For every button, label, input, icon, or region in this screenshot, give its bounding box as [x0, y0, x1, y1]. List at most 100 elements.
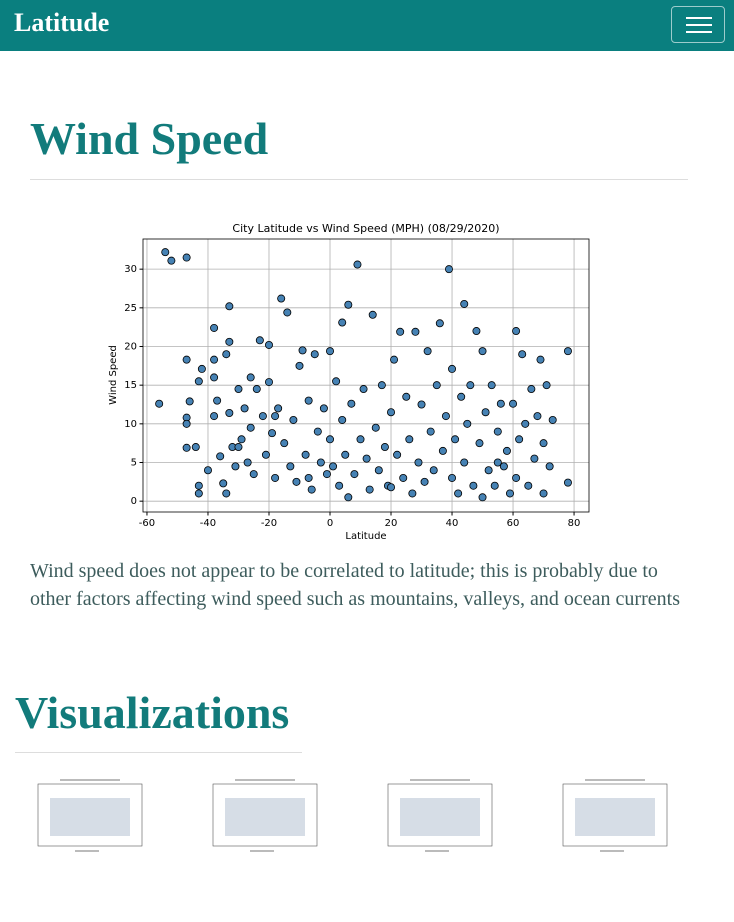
point: [283, 308, 292, 317]
point: [475, 439, 484, 448]
point: [509, 399, 518, 408]
point: [286, 462, 295, 471]
point: [295, 361, 304, 370]
point: [255, 336, 264, 345]
point: [231, 462, 240, 471]
point: [435, 319, 444, 328]
point: [390, 355, 399, 364]
x-axis-label: Latitude: [345, 531, 386, 542]
point: [274, 404, 283, 413]
point: [216, 452, 225, 461]
divider: [15, 752, 302, 753]
point: [289, 415, 298, 424]
point: [478, 347, 487, 356]
point: [234, 385, 243, 394]
point: [542, 381, 551, 390]
y-tick-label: 30: [124, 264, 137, 275]
point: [429, 466, 438, 475]
point: [399, 473, 408, 482]
point: [182, 253, 191, 262]
thumbnail: [562, 779, 668, 852]
point: [411, 327, 420, 336]
point: [271, 473, 280, 482]
point: [243, 458, 252, 467]
point: [545, 462, 554, 471]
point: [219, 479, 228, 488]
point: [463, 419, 472, 428]
x-tick-label: -40: [200, 518, 216, 529]
point: [484, 466, 493, 475]
point: [161, 248, 170, 257]
point: [521, 419, 530, 428]
point: [197, 364, 206, 373]
point: [316, 458, 325, 467]
point: [454, 489, 463, 498]
point: [319, 404, 328, 413]
point: [441, 412, 450, 421]
thumbnail: [387, 779, 493, 852]
point: [271, 412, 280, 421]
point: [374, 466, 383, 475]
point: [246, 423, 255, 432]
point: [365, 485, 374, 494]
point: [264, 340, 273, 349]
point: [417, 400, 426, 409]
point: [344, 493, 353, 502]
plot-frame: [142, 238, 590, 513]
point: [350, 470, 359, 479]
point: [444, 265, 453, 274]
point: [261, 450, 270, 459]
point: [237, 435, 246, 444]
point: [380, 443, 389, 452]
point: [292, 477, 301, 486]
point: [298, 346, 307, 355]
point: [191, 443, 200, 452]
point: [460, 299, 469, 308]
x-tick-label: 0: [327, 518, 333, 529]
point: [246, 373, 255, 382]
point: [408, 489, 417, 498]
point: [313, 427, 322, 436]
point: [414, 458, 423, 467]
point: [487, 381, 496, 390]
x-tick-label: 80: [568, 518, 581, 529]
y-tick-label: 5: [131, 458, 137, 469]
point: [329, 462, 338, 471]
y-tick-label: 15: [124, 380, 137, 391]
menu-toggle[interactable]: [671, 6, 725, 43]
point: [194, 377, 203, 386]
point: [499, 462, 508, 471]
description: Wind speed does not appear to be correla…: [30, 560, 680, 610]
point: [505, 489, 514, 498]
point: [268, 429, 277, 438]
point: [493, 427, 502, 436]
point: [448, 473, 457, 482]
thumbnail: [37, 779, 143, 852]
point: [264, 378, 273, 387]
point: [451, 435, 460, 444]
point: [277, 294, 286, 303]
x-tick-label: -20: [261, 518, 277, 529]
point: [539, 439, 548, 448]
point: [563, 347, 572, 356]
point: [326, 347, 335, 356]
point: [530, 454, 539, 463]
brand[interactable]: Latitude: [14, 8, 110, 37]
point: [307, 485, 316, 494]
point: [344, 300, 353, 309]
point: [234, 443, 243, 452]
point: [527, 385, 536, 394]
point: [420, 477, 429, 486]
point: [536, 355, 545, 364]
point: [338, 415, 347, 424]
point: [448, 364, 457, 373]
y-tick-label: 0: [131, 496, 137, 507]
point: [472, 327, 481, 336]
point: [210, 355, 219, 364]
y-tick-label: 20: [124, 341, 137, 352]
point: [432, 381, 441, 390]
point: [457, 392, 466, 401]
point: [490, 481, 499, 490]
navbar: Latitude: [0, 0, 734, 51]
